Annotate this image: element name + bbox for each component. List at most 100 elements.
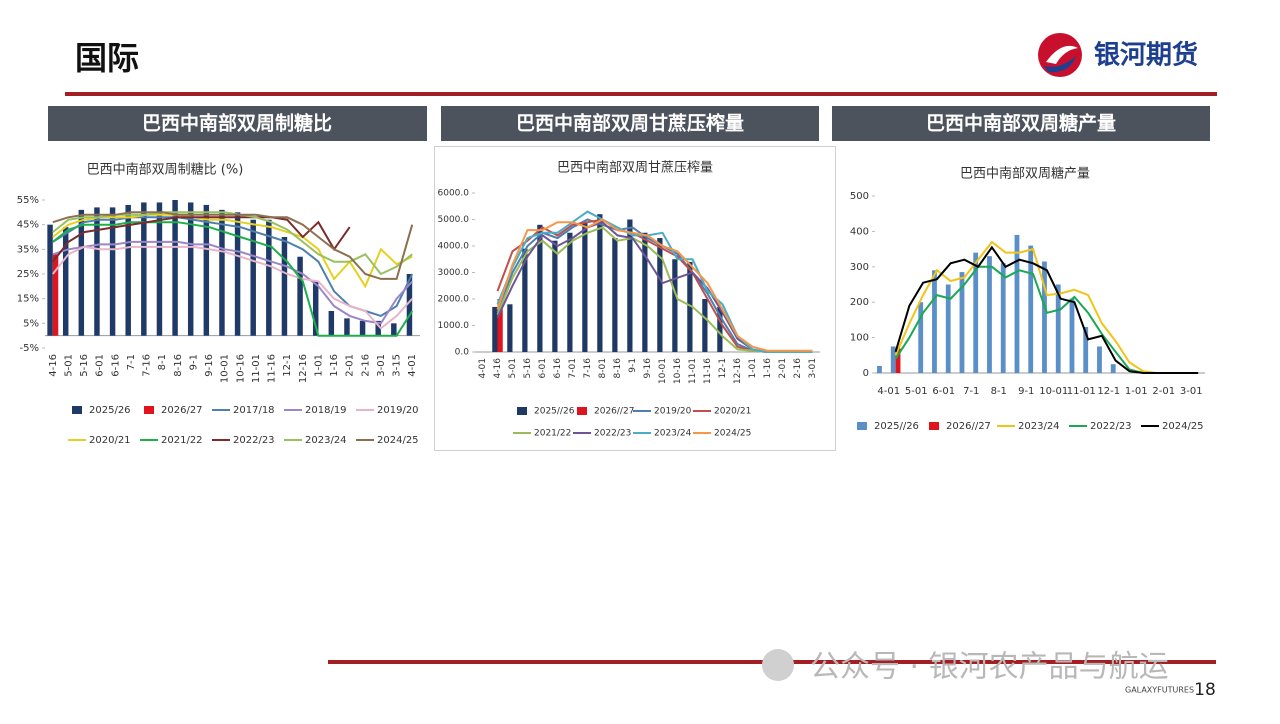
x-tick-label: 4-01 [877, 386, 900, 397]
x-tick-label: 6-16 [553, 358, 563, 379]
legend-label: 2021/22 [534, 429, 571, 439]
bar [94, 207, 100, 336]
legend-label: 2026/27 [161, 405, 203, 416]
y-tick-label: 500 [850, 191, 869, 202]
x-tick-label: 2-01 [1152, 386, 1175, 397]
bar [250, 219, 256, 336]
series-line [52, 240, 413, 325]
x-tick-label: 10-01 [220, 354, 231, 383]
y-tick-label: 400 [850, 226, 869, 237]
bar [959, 272, 965, 373]
bar [890, 346, 896, 373]
series-line [894, 245, 1199, 374]
x-tick-label: 2-01 [345, 354, 356, 377]
legend-label: 2022/23 [233, 435, 275, 446]
y-tick-label: 0 [863, 368, 869, 379]
logo-swirl [1046, 45, 1078, 64]
bar [612, 238, 618, 352]
x-tick-label: 4-01 [478, 358, 488, 378]
bar [877, 365, 882, 373]
x-tick-label: 9-1 [1018, 386, 1034, 397]
bar [125, 204, 131, 336]
bar [1055, 284, 1061, 373]
bar [672, 259, 678, 352]
x-tick-label: 1-01 [313, 354, 324, 377]
series-line [496, 218, 813, 352]
legend-label: 2025/26 [89, 405, 131, 416]
bar [359, 320, 366, 336]
x-tick-label: 6-01 [95, 354, 106, 377]
y-tick-label: 45% [17, 220, 39, 231]
header-rule [65, 92, 1217, 96]
x-tick-label: 12-1 [1097, 386, 1120, 397]
y-tick-label: 15% [17, 294, 39, 305]
y-tick-label: 6000.0 [438, 189, 470, 199]
chart-title: 巴西中南部双周甘蔗压榨量 [557, 160, 713, 176]
legend-label: 2024/25 [714, 429, 751, 439]
x-tick-label: 1-16 [763, 358, 773, 379]
bar [344, 318, 350, 336]
bar [895, 348, 901, 373]
legend-label: 2017/18 [233, 405, 275, 416]
page-title: 国际 [75, 39, 139, 77]
y-tick-label: 100 [850, 333, 869, 344]
legend-label: 2021/22 [161, 435, 203, 446]
bar [1110, 364, 1116, 373]
x-tick-label: 4-01 [407, 354, 418, 377]
x-tick-label: 2-16 [793, 358, 803, 379]
bar [52, 254, 59, 336]
bar [497, 299, 503, 352]
x-tick-label: 10-01 [658, 358, 668, 384]
legend-swatch [517, 407, 527, 415]
wechat-icon [762, 649, 794, 681]
y-tick-label: 55% [17, 195, 39, 206]
bar [687, 261, 693, 352]
bar [297, 256, 303, 336]
legend-label: 2026//27 [946, 421, 991, 432]
bar [582, 222, 588, 352]
x-tick-label: 11-01 [251, 354, 262, 383]
bar [62, 227, 69, 336]
legend-swatch [72, 406, 82, 414]
x-tick-label: 2-16 [360, 354, 371, 377]
logo-text: 银河期货 [1094, 40, 1198, 71]
chart-title: 巴西中南部双周制糖比 (%) [87, 162, 244, 178]
bar [328, 311, 335, 336]
legend-label: 2023/24 [1018, 421, 1060, 432]
bar [187, 202, 194, 336]
x-tick-label: 1-01 [1125, 386, 1148, 397]
series-line [894, 240, 1199, 374]
bar [47, 224, 53, 336]
bar [406, 274, 413, 336]
bar [78, 209, 85, 336]
legend-label: 2025//26 [874, 421, 919, 432]
bar [219, 209, 225, 336]
legend-label: 2020/21 [714, 407, 751, 417]
bar [537, 224, 543, 352]
bar [552, 240, 558, 352]
panel-heading: 巴西中南部双周糖产量 [926, 112, 1116, 135]
x-tick-label: 4-16 [48, 354, 59, 377]
legend-label: 2024/25 [1162, 421, 1204, 432]
bar [987, 256, 992, 373]
bar [567, 232, 573, 352]
bar [597, 214, 603, 352]
x-tick-label: 3-15 [392, 354, 403, 377]
x-tick-label: 9-1 [188, 354, 199, 370]
x-tick-label: 8-1 [157, 354, 168, 370]
legend-label: 2022/23 [594, 429, 631, 439]
y-tick-label: 1000.0 [438, 321, 470, 331]
legend-label: 2022/23 [1090, 421, 1132, 432]
x-tick-label: 8-16 [173, 354, 184, 377]
x-tick-label: 3-01 [1180, 386, 1203, 397]
y-tick-label: 5000.0 [438, 215, 470, 225]
chart-title: 巴西中南部双周糖产量 [960, 166, 1090, 182]
x-tick-label: 3-01 [808, 358, 818, 378]
x-tick-label: 12-16 [298, 354, 309, 383]
y-tick-label: -5% [20, 343, 39, 354]
series-line [52, 216, 351, 263]
x-tick-label: 9-16 [643, 358, 653, 379]
x-tick-label: 11-01 [688, 358, 698, 384]
series-line [52, 213, 413, 289]
y-tick-label: 5% [23, 318, 39, 329]
